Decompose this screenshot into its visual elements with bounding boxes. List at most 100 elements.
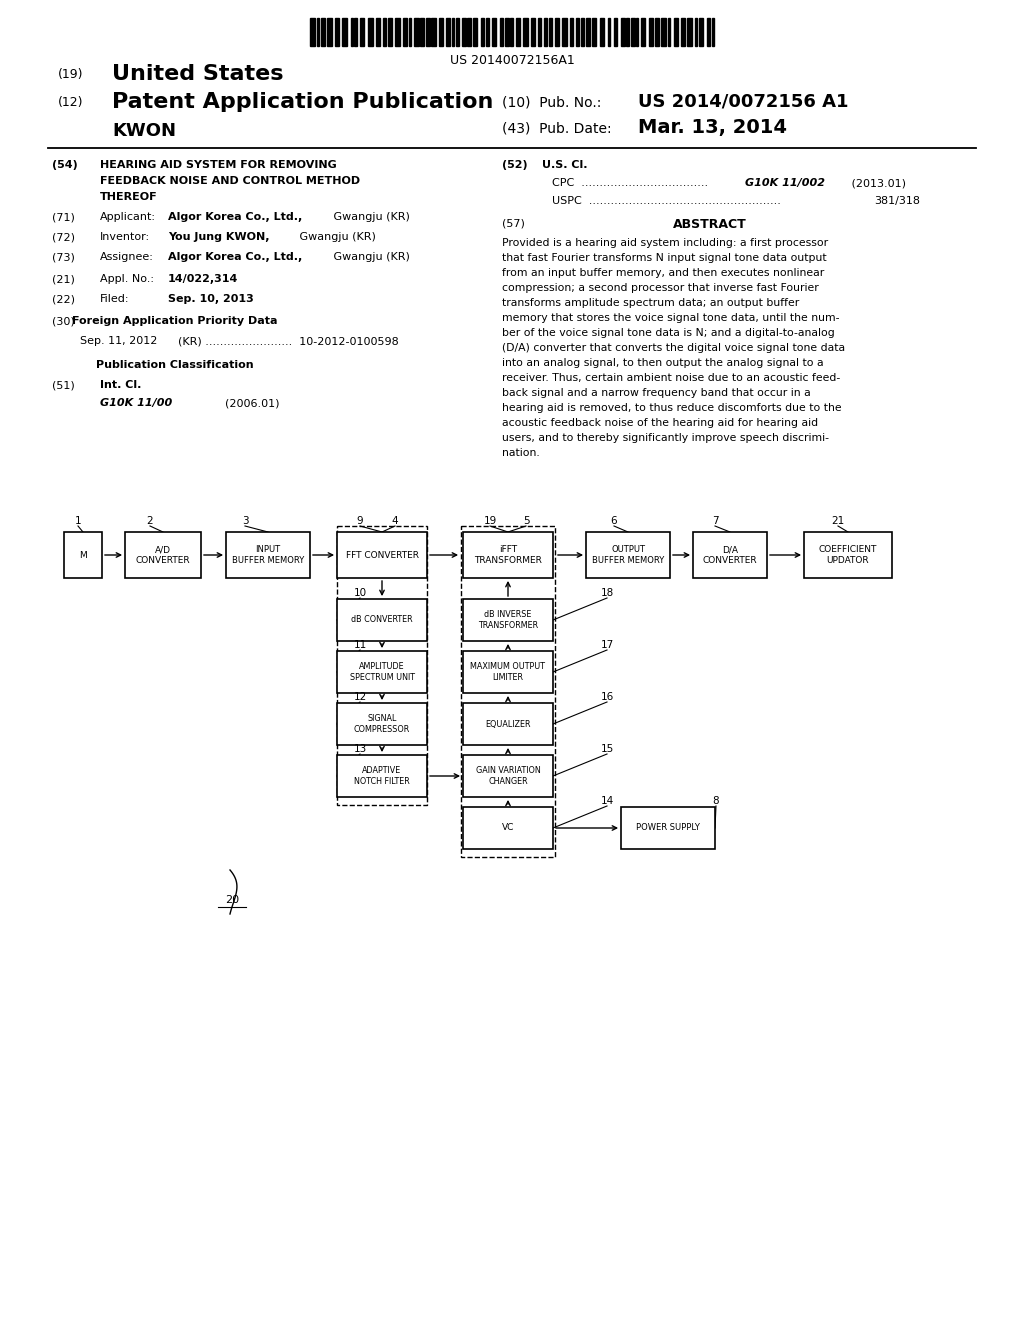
Text: Algor Korea Co., Ltd.,: Algor Korea Co., Ltd.,	[168, 213, 302, 222]
Bar	[708, 18, 711, 46]
Bar	[409, 18, 411, 46]
Text: 15: 15	[600, 744, 613, 754]
Bar	[125, 532, 201, 578]
Text: United States: United States	[112, 63, 284, 84]
Bar	[63, 532, 102, 578]
Text: (43)  Pub. Date:: (43) Pub. Date:	[502, 121, 611, 136]
Bar	[461, 525, 555, 857]
Text: VC: VC	[502, 824, 514, 833]
Bar	[445, 18, 451, 46]
Text: 21: 21	[831, 516, 845, 525]
Bar	[538, 18, 541, 46]
Bar	[544, 18, 548, 46]
Text: M: M	[79, 550, 87, 560]
Text: Gwangju (KR): Gwangju (KR)	[330, 213, 410, 222]
Bar	[337, 525, 427, 805]
Text: Mar. 13, 2014: Mar. 13, 2014	[638, 117, 787, 137]
Bar	[359, 18, 365, 46]
Text: (2006.01): (2006.01)	[225, 399, 280, 408]
Bar	[415, 18, 419, 46]
Text: You Jung KWON,: You Jung KWON,	[168, 232, 269, 242]
Bar	[648, 18, 652, 46]
Text: Provided is a hearing aid system including: a first processor: Provided is a hearing aid system includi…	[502, 238, 828, 248]
Bar	[681, 18, 685, 46]
Bar	[627, 18, 629, 46]
Bar	[463, 651, 553, 693]
Text: back signal and a narrow frequency band that occur in a: back signal and a narrow frequency band …	[502, 388, 811, 399]
Bar	[376, 18, 380, 46]
Text: G10K 11/00: G10K 11/00	[100, 399, 172, 408]
Bar	[439, 18, 443, 46]
Bar	[621, 807, 715, 849]
Bar	[310, 18, 314, 46]
Text: 381/318: 381/318	[874, 195, 920, 206]
Text: SIGNAL
COMPRESSOR: SIGNAL COMPRESSOR	[354, 714, 411, 734]
Text: POWER SUPPLY: POWER SUPPLY	[636, 824, 700, 833]
Text: Sep. 10, 2013: Sep. 10, 2013	[168, 294, 254, 304]
Text: (72): (72)	[52, 232, 75, 242]
Bar	[636, 18, 639, 46]
Bar	[510, 18, 513, 46]
Bar	[516, 18, 520, 46]
Bar	[467, 18, 471, 46]
Text: (10)  Pub. No.:: (10) Pub. No.:	[502, 96, 601, 110]
Bar	[383, 18, 386, 46]
Text: 10: 10	[353, 587, 367, 598]
Text: 5: 5	[522, 516, 529, 525]
Bar	[463, 532, 553, 578]
Text: (21): (21)	[52, 275, 75, 284]
Text: Sep. 11, 2012: Sep. 11, 2012	[80, 337, 158, 346]
Bar	[614, 18, 617, 46]
Text: receiver. Thus, certain ambient noise due to an acoustic feed-: receiver. Thus, certain ambient noise du…	[502, 374, 841, 383]
Text: 12: 12	[353, 692, 367, 702]
Text: Applicant:: Applicant:	[100, 213, 156, 222]
Bar	[452, 18, 455, 46]
Text: (52): (52)	[502, 160, 527, 170]
Text: CPC  ...................................: CPC ...................................	[552, 178, 709, 187]
Text: Int. Cl.: Int. Cl.	[100, 380, 141, 389]
Bar	[431, 18, 436, 46]
Text: INPUT
BUFFER MEMORY: INPUT BUFFER MEMORY	[231, 545, 304, 565]
Bar	[662, 18, 666, 46]
Text: 7: 7	[712, 516, 718, 525]
Bar	[530, 18, 536, 46]
Bar	[337, 755, 427, 797]
Text: Publication Classification: Publication Classification	[96, 360, 254, 370]
Text: (22): (22)	[52, 294, 75, 304]
Bar	[621, 18, 626, 46]
Bar	[463, 599, 553, 642]
Text: OUTPUT
BUFFER MEMORY: OUTPUT BUFFER MEMORY	[592, 545, 665, 565]
Text: FFT CONVERTER: FFT CONVERTER	[345, 550, 419, 560]
Text: (71): (71)	[52, 213, 75, 222]
Text: 8: 8	[713, 796, 719, 807]
Text: 11: 11	[353, 640, 367, 649]
Text: 13: 13	[353, 744, 367, 754]
Text: Assignee:: Assignee:	[100, 252, 154, 261]
Text: (30): (30)	[52, 315, 75, 326]
Bar	[480, 18, 484, 46]
Bar	[687, 18, 692, 46]
Text: GAIN VARIATION
CHANGER: GAIN VARIATION CHANGER	[475, 767, 541, 785]
Text: (51): (51)	[52, 380, 75, 389]
Bar	[316, 18, 319, 46]
Bar	[641, 18, 645, 46]
Text: THEREOF: THEREOF	[100, 191, 158, 202]
Bar	[463, 807, 553, 849]
Bar	[586, 532, 670, 578]
Bar	[522, 18, 527, 46]
Text: 4: 4	[392, 516, 398, 525]
Text: (54): (54)	[52, 160, 78, 170]
Text: 9: 9	[356, 516, 364, 525]
Text: 19: 19	[483, 516, 497, 525]
Text: ABSTRACT: ABSTRACT	[673, 218, 746, 231]
Text: that fast Fourier transforms N input signal tone data output: that fast Fourier transforms N input sig…	[502, 253, 826, 263]
Text: 14/022,314: 14/022,314	[168, 275, 239, 284]
Bar	[402, 18, 408, 46]
Text: dB INVERSE
TRANSFORMER: dB INVERSE TRANSFORMER	[478, 610, 538, 630]
Bar	[456, 18, 460, 46]
Bar	[342, 18, 347, 46]
Bar	[426, 18, 430, 46]
Bar	[608, 18, 610, 46]
Text: US 2014/0072156 A1: US 2014/0072156 A1	[638, 92, 849, 110]
Bar	[570, 18, 572, 46]
